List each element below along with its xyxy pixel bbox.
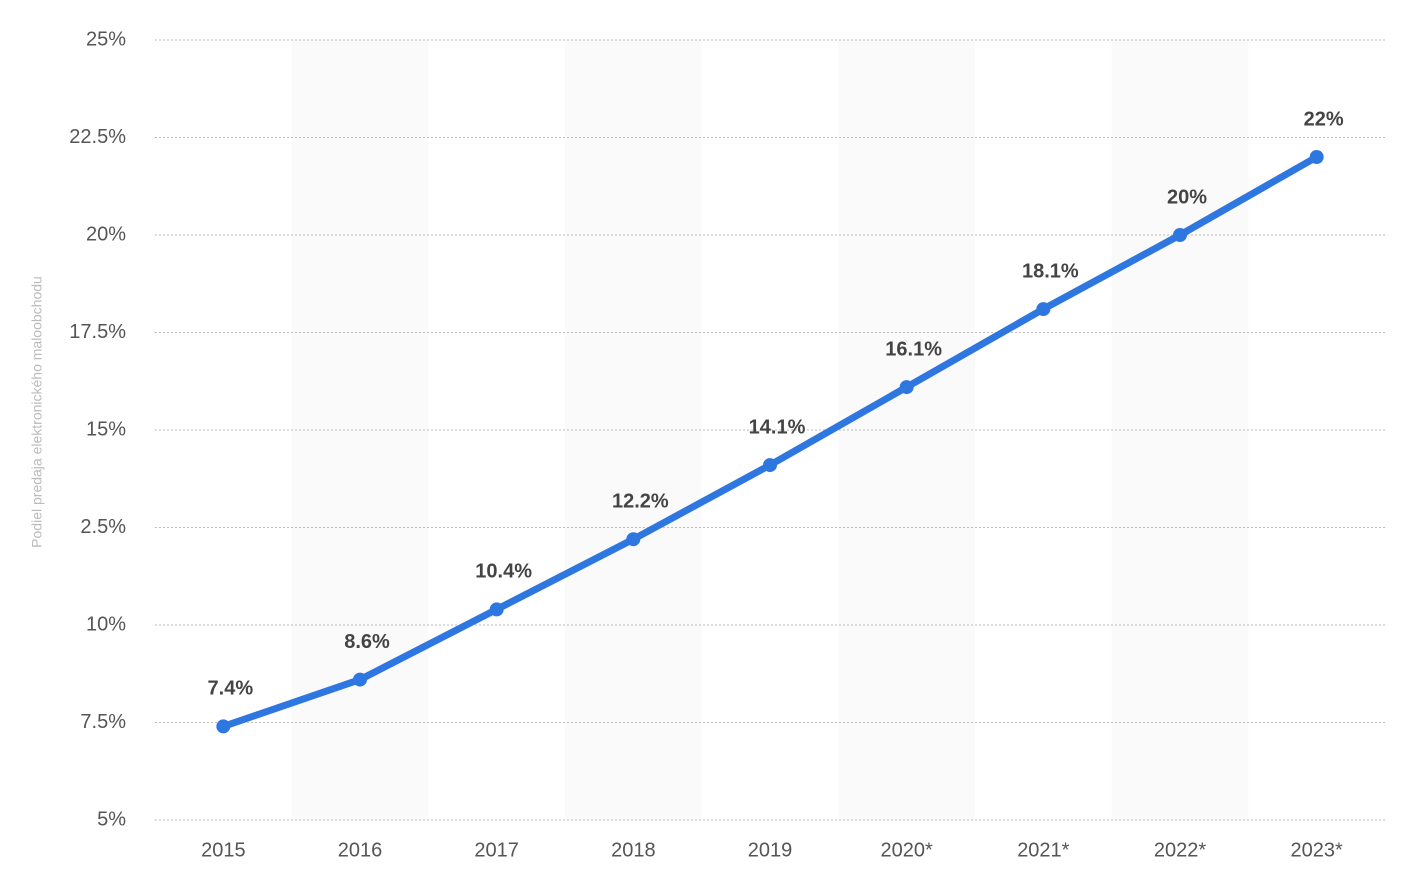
y-tick-label: 17.5% xyxy=(69,321,126,343)
data-label: 10.4% xyxy=(475,561,532,583)
y-tick-label: 7.5% xyxy=(80,711,126,733)
x-tick-label: 2022* xyxy=(1154,839,1206,861)
point xyxy=(899,380,914,395)
y-tick-label: 10% xyxy=(86,613,126,635)
y-tick-label: 22.5% xyxy=(69,126,126,148)
point xyxy=(626,532,641,547)
data-label: 22% xyxy=(1304,108,1344,130)
x-tick-label: 2019 xyxy=(748,839,793,861)
x-tick-label: 2020* xyxy=(881,839,933,861)
data-label: 16.1% xyxy=(885,338,942,360)
point xyxy=(353,672,367,687)
data-label: 20% xyxy=(1167,186,1207,208)
data-label: 7.4% xyxy=(208,678,254,700)
point xyxy=(763,458,777,473)
x-tick-label: 2015 xyxy=(201,839,246,861)
x-tick-label: 2023* xyxy=(1291,839,1343,861)
x-tick-label: 2017 xyxy=(474,839,519,861)
point xyxy=(216,719,231,734)
data-label: 12.2% xyxy=(612,490,669,512)
x-tick-label: 2021* xyxy=(1017,839,1069,861)
point xyxy=(489,602,504,617)
data-label: 8.6% xyxy=(344,631,390,653)
point xyxy=(1173,228,1187,242)
data-label: 18.1% xyxy=(1022,260,1079,282)
y-axis-label: Podiel predaja elektronického maloobchod… xyxy=(29,276,45,548)
y-tick-label: 5% xyxy=(97,808,126,830)
y-tick-label: 20% xyxy=(86,223,126,245)
band xyxy=(838,40,975,820)
point xyxy=(1036,302,1051,317)
y-tick-label: 2.5% xyxy=(80,516,126,538)
band xyxy=(565,40,702,820)
y-tick-label: 25% xyxy=(86,28,126,50)
x-tick-label: 2016 xyxy=(338,839,383,861)
point xyxy=(1309,150,1324,164)
data-label: 14.1% xyxy=(749,416,806,438)
y-tick-label: 15% xyxy=(86,418,126,440)
x-tick-label: 2018 xyxy=(611,839,656,861)
